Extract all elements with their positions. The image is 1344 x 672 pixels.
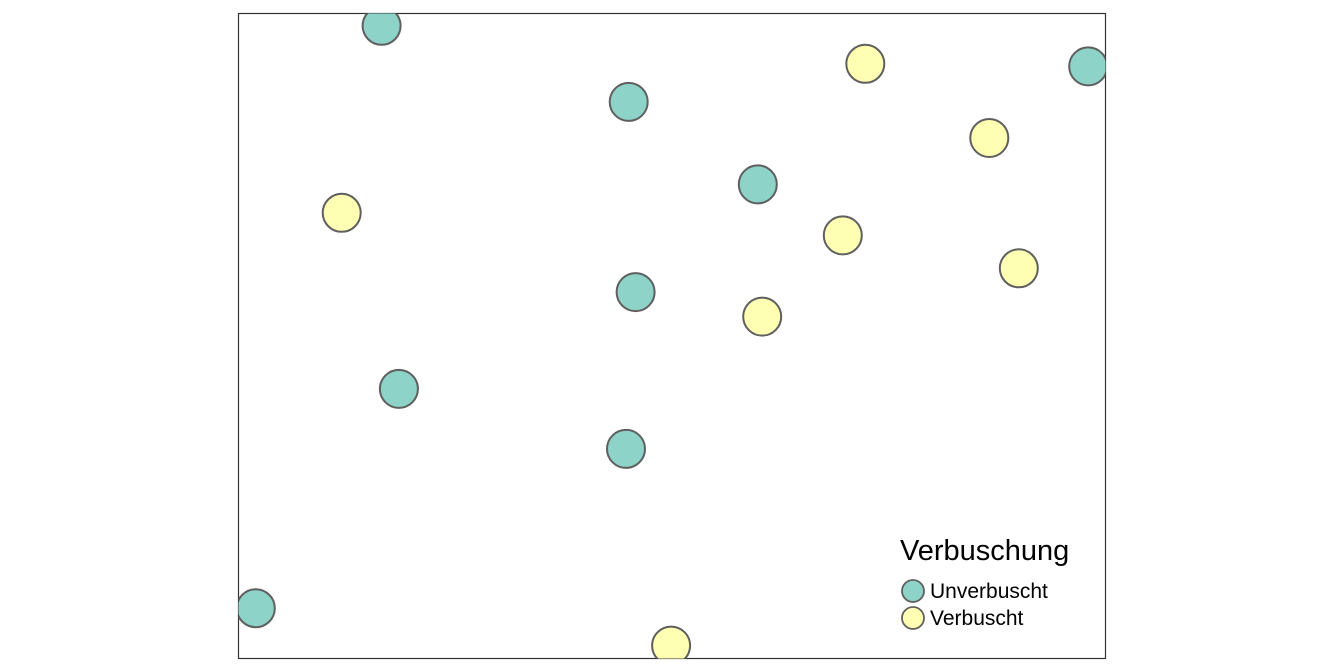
legend-label-unverbuscht: Unverbuscht bbox=[930, 580, 1048, 603]
point-unverbuscht-0 bbox=[361, 13, 402, 46]
legend-key-unverbuscht bbox=[901, 579, 925, 603]
point-verbuscht-3 bbox=[822, 215, 863, 256]
point-unverbuscht-6 bbox=[606, 428, 646, 469]
point-verbuscht-0 bbox=[845, 43, 886, 84]
legend-title: Verbuschung bbox=[900, 535, 1069, 567]
point-unverbuscht-7 bbox=[238, 588, 276, 629]
legend: Verbuschung Unverbuscht Verbuscht bbox=[900, 535, 1069, 630]
point-verbuscht-6 bbox=[651, 625, 692, 659]
point-verbuscht-2 bbox=[321, 192, 362, 233]
point-verbuscht-5 bbox=[742, 296, 783, 337]
point-unverbuscht-2 bbox=[1068, 46, 1106, 87]
legend-items: Unverbuscht Verbuscht bbox=[901, 579, 1048, 630]
points-layer bbox=[238, 13, 1106, 659]
point-unverbuscht-5 bbox=[378, 368, 419, 409]
point-verbuscht-1 bbox=[969, 118, 1010, 158]
legend-label-verbuscht: Verbuscht bbox=[930, 607, 1024, 630]
legend-key-verbuscht bbox=[901, 606, 925, 630]
point-verbuscht-4 bbox=[998, 248, 1039, 289]
point-unverbuscht-1 bbox=[608, 81, 649, 122]
plot-panel-border bbox=[237, 12, 1107, 660]
point-unverbuscht-3 bbox=[737, 164, 778, 205]
point-unverbuscht-4 bbox=[615, 272, 656, 313]
